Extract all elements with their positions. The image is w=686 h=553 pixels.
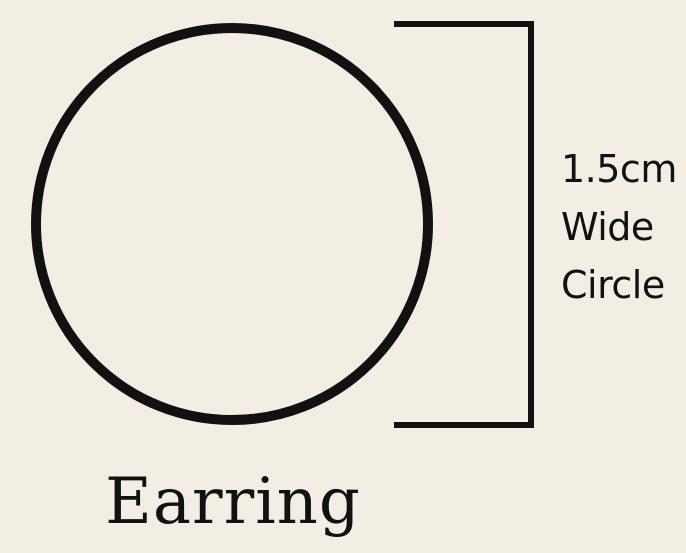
dimension-bracket [394, 21, 534, 428]
diagram-caption: Earring [105, 465, 361, 539]
dimension-label: 1.5cm Wide Circle [561, 140, 677, 314]
dimension-label-line-1: 1.5cm [561, 147, 677, 191]
earring-circle-outline [31, 23, 433, 425]
dimension-label-line-3: Circle [561, 263, 665, 307]
dimension-label-line-2: Wide [561, 205, 654, 249]
